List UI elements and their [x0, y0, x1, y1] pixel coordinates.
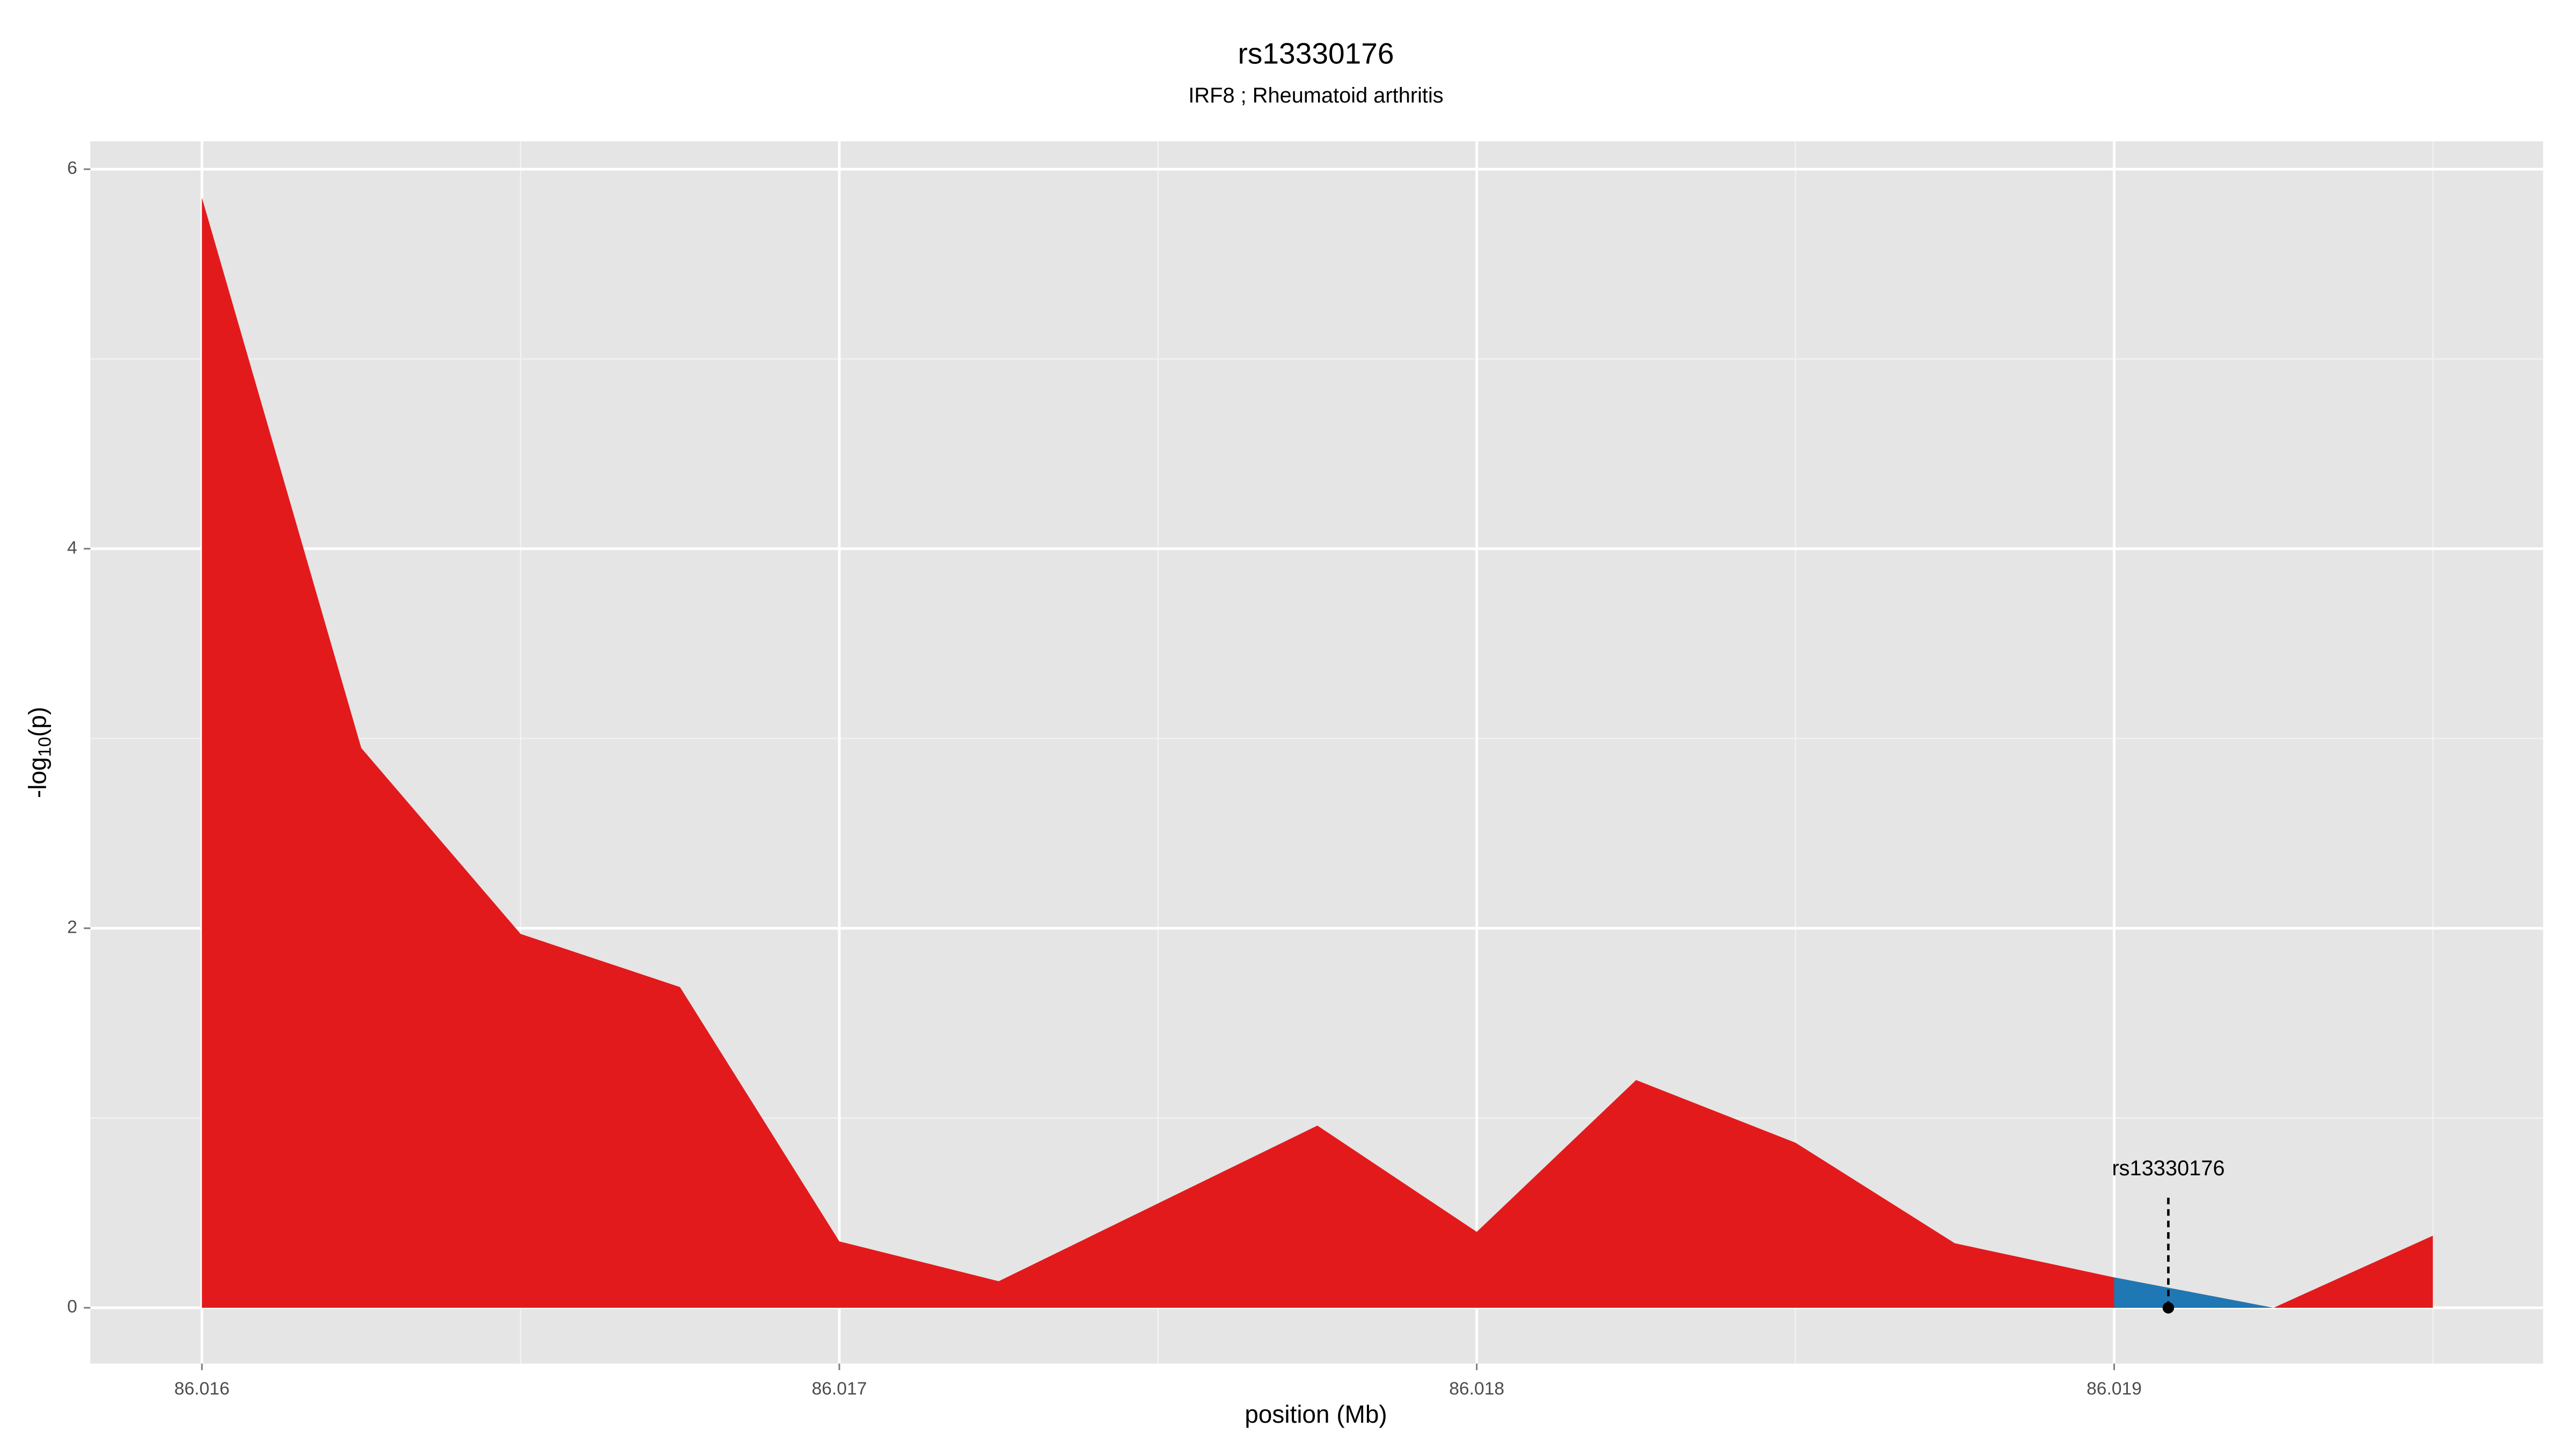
- x-tick-label: 86.017: [811, 1379, 867, 1399]
- x-axis-label: position (Mb): [1245, 1400, 1387, 1428]
- annotation-point: [2162, 1302, 2175, 1314]
- y-axis-label-main: -log: [24, 757, 52, 799]
- y-axis-label: -log10(p): [24, 707, 55, 798]
- chart-subtitle: IRF8 ; Rheumatoid arthritis: [1188, 84, 1443, 107]
- x-tick-label: 86.019: [2087, 1379, 2142, 1399]
- y-tick-label: 6: [67, 158, 77, 178]
- chart-title: rs13330176: [1238, 37, 1394, 70]
- y-tick-label: 4: [67, 538, 77, 558]
- area: [2114, 1277, 2274, 1308]
- y-tick-label: 0: [67, 1297, 77, 1317]
- y-tick-label: 2: [67, 918, 77, 938]
- x-tick-label: 86.016: [174, 1379, 230, 1399]
- y-axis-label-sub: 10: [35, 737, 55, 757]
- x-tick-label: 86.018: [1449, 1379, 1504, 1399]
- marks: rs13330176: [202, 197, 2433, 1314]
- area: [202, 197, 2433, 1308]
- axes: 86.016 86.017 86.018 86.019 0 2 4 6: [67, 158, 2142, 1399]
- y-axis-label-end: (p): [24, 707, 52, 737]
- annotation-label: rs13330176: [2112, 1157, 2224, 1180]
